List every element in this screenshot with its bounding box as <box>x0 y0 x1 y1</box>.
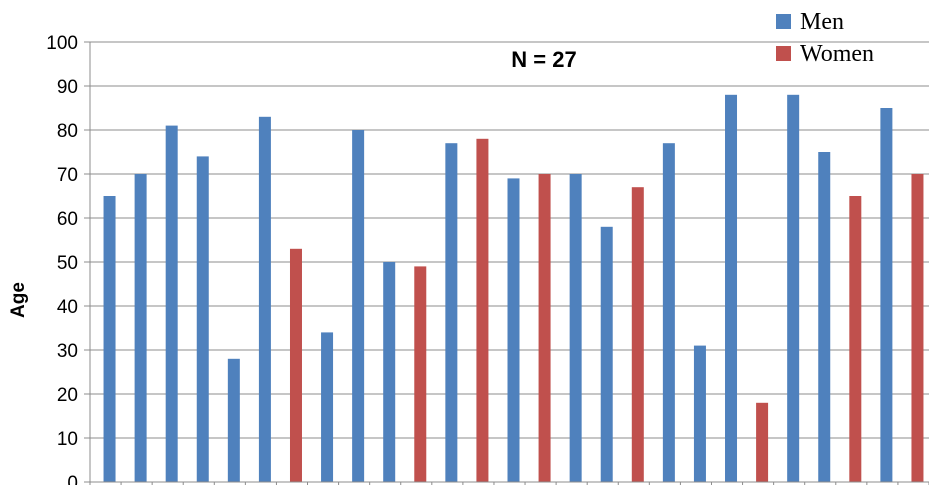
bar-women <box>631 187 644 482</box>
bar-women <box>849 196 862 482</box>
bar-men <box>693 345 706 482</box>
y-tick-label: 70 <box>57 165 78 186</box>
legend: Men Women <box>776 9 874 67</box>
bar-men <box>103 196 116 482</box>
x-axis-ticks <box>89 482 929 485</box>
bar-men <box>165 125 178 482</box>
y-tick-label: 0 <box>67 473 78 485</box>
y-tick-label: 90 <box>57 77 78 98</box>
y-tick-label: 30 <box>57 341 78 362</box>
legend-label-men: Men <box>800 9 844 35</box>
bar-women <box>538 174 551 482</box>
bar-men <box>725 94 738 483</box>
bar-men <box>880 108 893 482</box>
y-tick-label: 80 <box>57 121 78 142</box>
bar-men <box>818 152 831 482</box>
y-tick-label: 60 <box>57 209 78 230</box>
bar-men <box>258 116 271 483</box>
bar-men <box>600 226 613 482</box>
bar-men <box>662 143 675 482</box>
legend-swatch-women <box>776 46 791 61</box>
bar-men <box>196 156 209 482</box>
y-tick-label: 20 <box>57 385 78 406</box>
y-tick-label: 10 <box>57 429 78 450</box>
bar-men <box>352 130 365 482</box>
bar-men <box>507 178 520 482</box>
bar-men <box>227 358 240 482</box>
bars <box>103 94 924 483</box>
bar-women <box>476 138 489 483</box>
y-tick-label: 50 <box>57 253 78 274</box>
y-axis-ticks: 0 10 20 30 40 50 60 70 80 90 100 <box>46 33 90 485</box>
bar-men <box>445 143 458 482</box>
bar-men <box>134 174 147 482</box>
y-tick-label: 40 <box>57 297 78 318</box>
bar-men <box>321 332 334 482</box>
legend-swatch-men <box>776 14 791 29</box>
bar-women <box>911 174 924 482</box>
bar-women <box>756 402 769 482</box>
bar-men <box>383 262 396 482</box>
bar-women <box>414 266 427 482</box>
y-axis-label: Age <box>8 282 29 318</box>
bar-men <box>569 174 582 482</box>
bar-women <box>289 248 302 482</box>
sample-size-annotation: N = 27 <box>511 47 576 72</box>
y-tick-label: 100 <box>46 33 78 54</box>
legend-label-women: Women <box>800 41 874 67</box>
bar-men <box>787 94 800 483</box>
